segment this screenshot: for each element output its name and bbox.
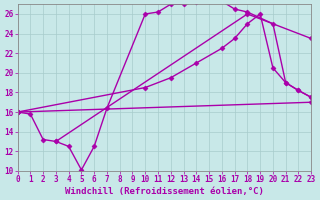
X-axis label: Windchill (Refroidissement éolien,°C): Windchill (Refroidissement éolien,°C) [65,187,264,196]
